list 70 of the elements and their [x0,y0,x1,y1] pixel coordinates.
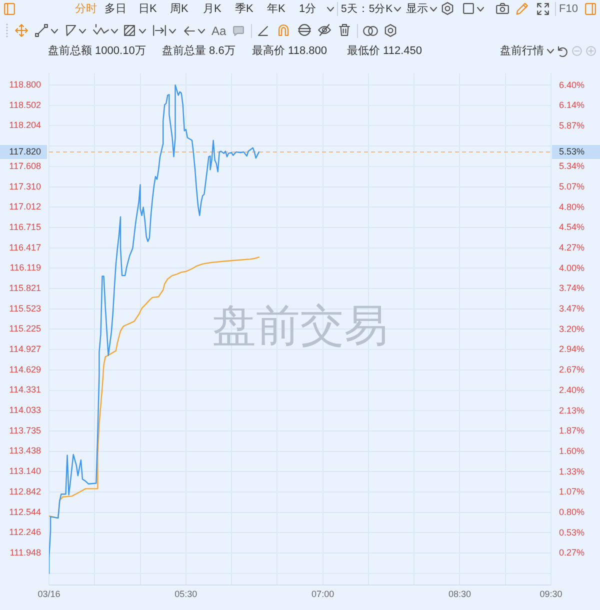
y2-tick-label: 1.07% [559,486,585,496]
y-tick-label: 113.140 [9,466,41,476]
text: 日K [138,2,157,14]
y-tick-label: 114.033 [9,405,41,416]
y2-tick-label: 2.13% [559,406,585,416]
y2-tick-label: 4.27% [559,242,585,252]
y2-tick-label: 5.07% [559,181,585,192]
y-tick-label: 118.204 [9,120,41,130]
text: 盘前总量 8.6万 [162,44,236,56]
y2-tick-label: 3.20% [559,324,585,334]
ref-line-label: 117.820 [9,146,41,156]
text: 周K [170,2,188,14]
text: 盘前行情 [500,44,544,56]
y2-tick-label: 3.74% [559,282,585,293]
y2-tick-label: 2.67% [559,364,585,374]
y2-tick-label: 5.87% [559,120,585,130]
y2-tick-label: 4.54% [559,222,585,232]
text: F10 [559,2,578,14]
y2-tick-label: 0.27% [559,547,585,558]
text: Aa [212,24,226,38]
y-tick-label: 117.012 [9,202,41,212]
y2-tick-label: 6.14% [559,100,585,110]
y-tick-label: 117.608 [9,160,41,171]
text: 最高价 118.800 [252,44,328,56]
y2-tick-label: 2.94% [559,344,585,354]
y2-tick-label: 0.80% [559,507,585,518]
y-tick-label: 116.417 [9,242,41,252]
text: 月K [203,2,222,14]
y-tick-label: 111.948 [10,548,41,558]
x-tick-label: 07:00 [312,588,334,599]
text: 1分 [299,2,316,14]
y2-tick-label: 3.47% [559,303,585,314]
y-tick-label: 115.225 [9,324,41,334]
y2-tick-label: 1.33% [559,466,585,477]
y2-tick-label: 4.80% [559,202,585,212]
y-tick-label: 112.246 [9,527,41,538]
x-tick-label: 09:30 [540,588,562,599]
y-tick-label: 116.119 [10,262,41,273]
x-tick-label: 05:30 [174,588,198,599]
y2-tick-label: 2.40% [559,385,585,396]
x-tick-label: 03/16 [38,588,60,599]
y2-tick-label: 5.34% [559,160,585,171]
text: 最低价 112.450 [347,44,422,56]
y-tick-label: 114.927 [9,344,41,354]
y-tick-label: 118.800 [9,79,41,90]
text: 盘前总额 1000.10万 [48,44,146,56]
y2-tick-label: 0.53% [559,528,585,538]
y2-tick-label: 1.60% [559,446,585,456]
y-tick-label: 114.629 [9,364,41,374]
y-tick-label: 118.502 [9,100,41,110]
y2-tick-label: 1.87% [559,425,585,436]
y-tick-label: 112.842 [9,486,41,496]
y-tick-label: 116.715 [9,222,41,232]
y2-tick-label: 4.00% [559,263,585,274]
text: 多日 [104,2,126,14]
y-tick-label: 115.821 [9,282,41,293]
y-tick-label: 114.331 [9,384,41,395]
text: 5天：5分K [341,2,393,15]
text: 显示 [406,2,428,14]
y-tick-label: 113.735 [9,425,41,436]
y-tick-label: 113.438 [9,446,41,456]
text: 分时 [75,2,97,14]
text: 季K [235,2,254,14]
y-tick-label: 115.523 [9,303,41,314]
y2-tick-label: 6.40% [559,80,585,90]
annotation: 5.53% [559,146,585,156]
x-tick-label: 08:30 [448,588,471,599]
y-tick-label: 112.544 [9,506,41,517]
text: 年K [267,2,286,14]
y-tick-label: 117.310 [9,181,41,192]
